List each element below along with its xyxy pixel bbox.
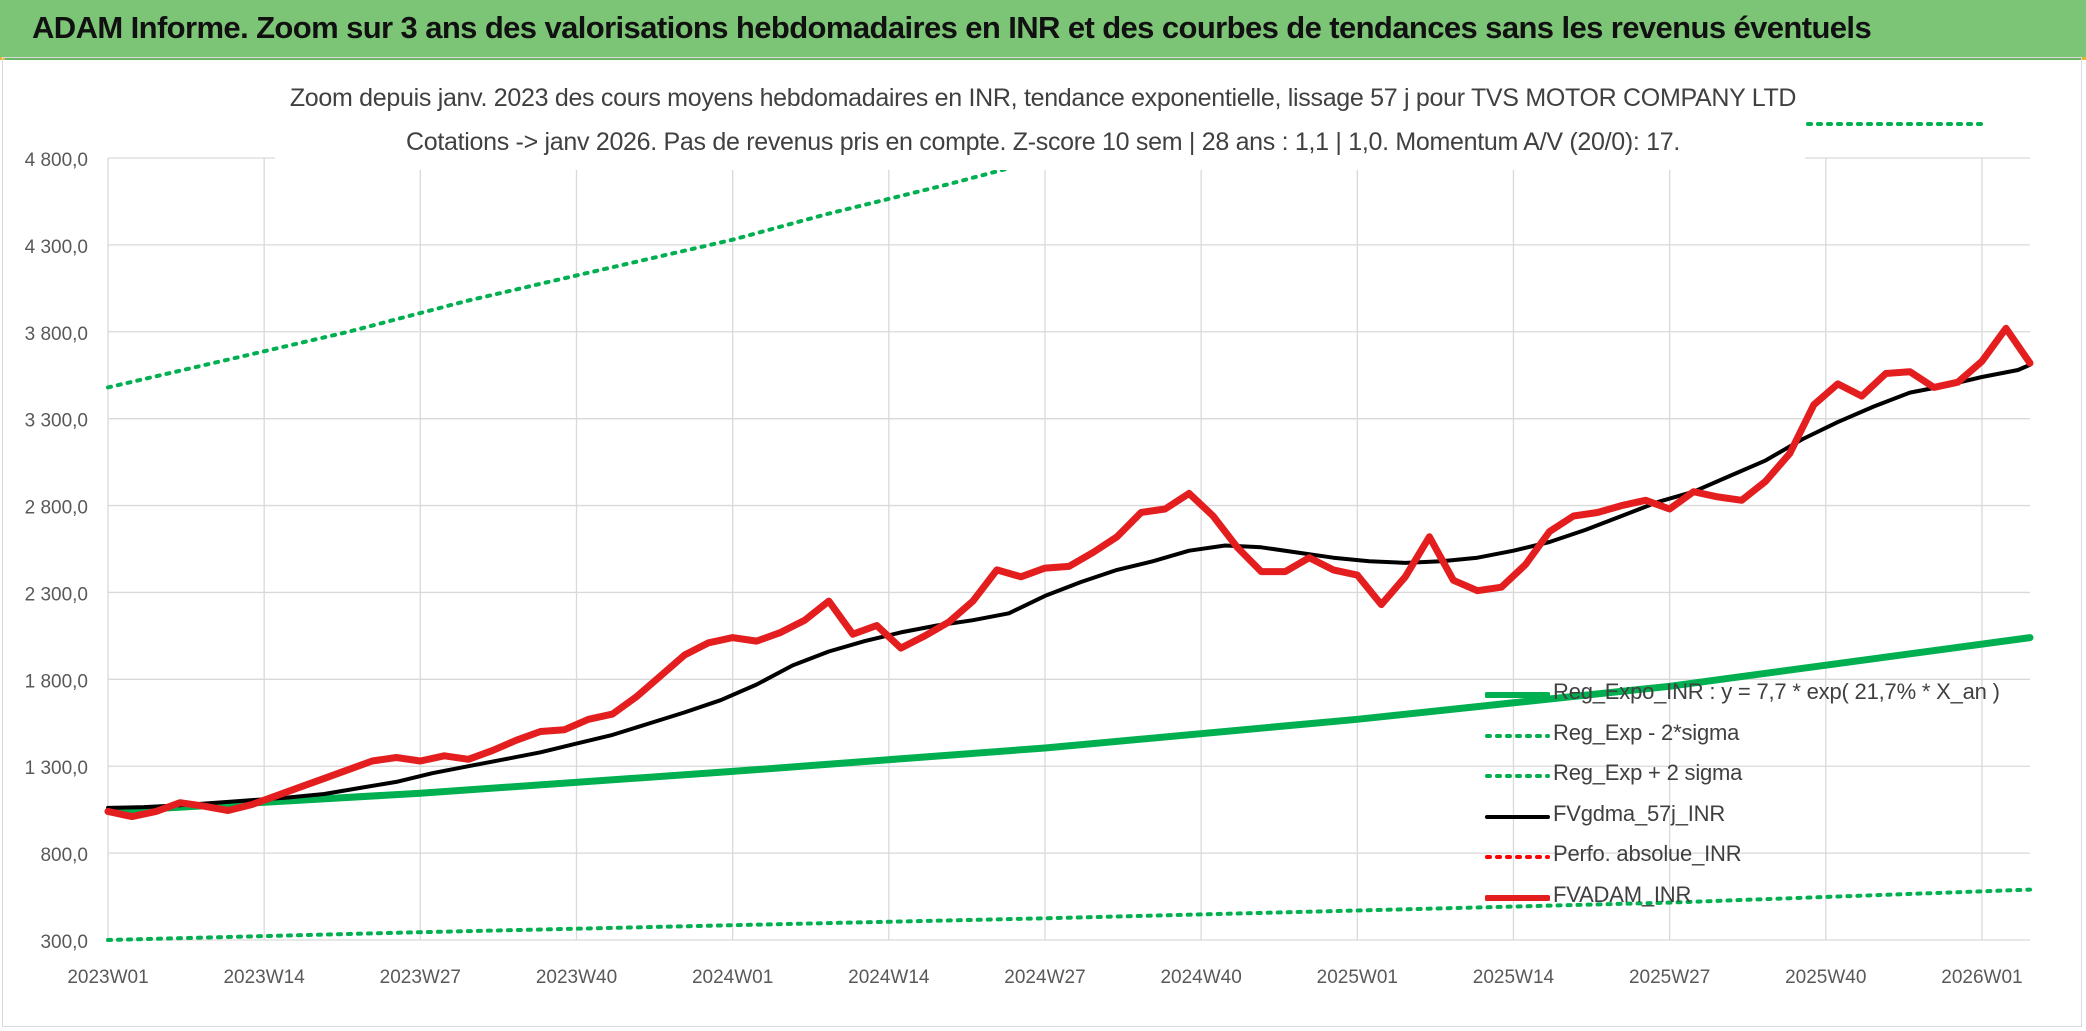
legend-label: FVADAM_INR — [1553, 881, 1692, 907]
legend-label: Reg_Exp + 2 sigma — [1553, 760, 1743, 786]
x-axis: 2023W01 2023W14 2023W27 2023W40 2024W01 2024W… — [67, 967, 2022, 988]
report-title: ADAM Informe. Zoom sur 3 ans des valoris… — [32, 10, 1872, 45]
legend-label: Reg_Exp - 2*sigma — [1553, 719, 1740, 745]
title-backdrop — [275, 80, 1805, 170]
x-tick-label: 2025W27 — [1629, 967, 1710, 988]
legend-item: Reg_Exp - 2*sigma — [1485, 716, 2045, 757]
y-tick-label: 4 800,0 — [25, 150, 88, 171]
y-axis: 4 800,0 4 300,0 3 800,0 3 300,0 2 800,0 2 300… — [25, 150, 88, 953]
legend-swatch — [1485, 855, 1550, 860]
y-tick-label: 2 300,0 — [25, 584, 88, 605]
x-tick-label: 2025W14 — [1473, 967, 1555, 988]
plot-area — [104, 122, 2034, 942]
corner-mark-right — [2081, 57, 2086, 60]
chart-title: Zoom depuis janv. 2023 des cours moyens … — [289, 84, 1797, 112]
legend-label: FVgdma_57j_INR — [1553, 800, 1726, 826]
y-tick-label: 300,0 — [40, 932, 88, 953]
x-tick-label: 2024W40 — [1160, 967, 1241, 988]
report-banner: ADAM Informe. Zoom sur 3 ans des valoris… — [0, 0, 2086, 60]
legend-swatch — [1485, 692, 1550, 698]
legend-item: Reg_Expo_INR : y = 7,7 * exp( 21,7% * X_… — [1485, 675, 2045, 716]
y-tick-label: 4 300,0 — [25, 237, 88, 258]
chart-legend: Reg_Expo_INR : y = 7,7 * exp( 21,7% * X_… — [1485, 675, 2045, 919]
chart-grid — [107, 157, 2030, 941]
y-tick-label: 2 800,0 — [25, 498, 88, 519]
legend-swatch — [1485, 774, 1550, 779]
x-tick-label: 2023W01 — [67, 967, 148, 988]
y-tick-label: 3 800,0 — [25, 324, 88, 345]
y-tick-label: 800,0 — [40, 845, 88, 866]
x-tick-label: 2025W01 — [1317, 967, 1398, 988]
x-tick-label: 2023W14 — [223, 967, 305, 988]
x-tick-label: 2024W14 — [848, 967, 930, 988]
y-tick-label: 1 300,0 — [25, 758, 88, 779]
legend-item: Reg_Exp + 2 sigma — [1485, 756, 2045, 797]
x-tick-label: 2025W40 — [1785, 967, 1866, 988]
chart-subtitle: Cotations -> janv 2026. Pas de revenus p… — [406, 128, 1680, 156]
x-tick-label: 2023W27 — [380, 967, 461, 988]
x-tick-label: 2024W27 — [1004, 967, 1085, 988]
legend-label: Reg_Expo_INR : y = 7,7 * exp( 21,7% * X_… — [1553, 679, 2000, 704]
legend-swatch — [1485, 733, 1550, 738]
legend-item: FVgdma_57j_INR — [1485, 797, 2045, 838]
y-tick-label: 3 300,0 — [25, 411, 88, 432]
chart-frame — [2, 57, 2082, 1027]
legend-item: FVADAM_INR — [1485, 878, 2045, 919]
legend-swatch — [1485, 894, 1550, 901]
x-tick-label: 2023W40 — [536, 967, 617, 988]
legend-item: Perfo. absolue_INR — [1485, 837, 2045, 878]
legend-swatch — [1485, 814, 1550, 819]
y-tick-label: 1 800,0 — [25, 671, 88, 692]
x-tick-label: 2026W01 — [1941, 967, 2022, 988]
series-line-2 — [106, 163, 1023, 390]
legend-label: Perfo. absolue_INR — [1553, 841, 1742, 867]
x-tick-label: 2024W01 — [692, 967, 773, 988]
